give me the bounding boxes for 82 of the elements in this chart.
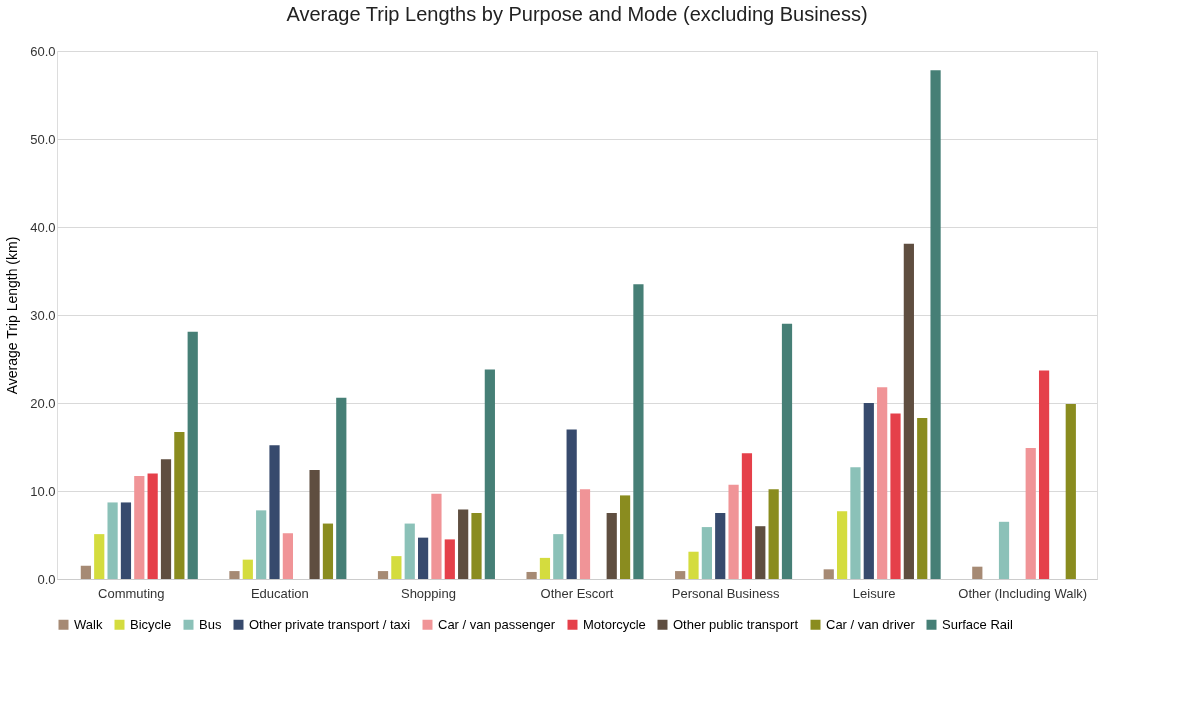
bar [322,523,334,579]
bar [80,565,91,579]
legend-label: Bicycle [130,616,172,632]
y-tick-label: 50.0 [30,131,56,147]
y-tick-label: 40.0 [30,219,56,235]
x-tick-label: Personal Business [671,585,780,601]
bar [269,445,280,579]
bar [309,469,320,579]
legend-label: Surface Rail [942,616,1013,632]
legend-label: Bus [199,616,222,632]
legend-label: Car / van driver [826,616,916,632]
bar [1038,370,1050,579]
y-tick-label: 30.0 [30,307,56,323]
bar [768,489,779,579]
bar [174,432,185,579]
bar [242,559,253,579]
y-tick-label: 10.0 [30,483,56,499]
bar [917,417,928,579]
bar [930,70,941,579]
x-tick-label: Commuting [98,585,165,601]
legend-label: Motorcycle [583,616,646,632]
bar [160,459,172,579]
bar [741,453,753,579]
bar [404,523,415,579]
bar [877,387,888,579]
legend-label: Walk [74,616,103,632]
bar [107,502,118,579]
bar [781,323,793,579]
bar [701,527,712,579]
bar [229,571,240,579]
bar [471,513,482,579]
bar [539,557,551,579]
x-tick-label: Education [250,585,309,601]
bar [134,476,145,579]
bar [526,571,537,579]
bar [1065,403,1076,579]
bar [256,510,267,579]
bar [675,571,686,579]
bar [484,369,495,579]
bar [377,571,389,579]
bar [688,551,699,579]
x-tick-label: Other (Including Walk) [958,585,1088,601]
bar [836,511,848,579]
legend-label: Other public transport [673,616,799,632]
x-tick-label: Shopping [400,585,456,601]
bar [147,473,158,579]
bar [391,556,402,579]
bar [120,502,132,579]
bar [579,489,591,579]
bar [94,534,105,579]
bar [850,467,861,579]
bar [282,533,293,579]
bar [1025,447,1036,579]
bar [606,513,617,579]
y-tick-label: 20.0 [30,395,56,411]
y-axis-title: Average Trip Length (km) [4,236,21,395]
bar [890,413,901,579]
y-tick-label: 60.0 [30,43,56,59]
legend-label: Other private transport / taxi [249,616,411,632]
bar [187,331,198,579]
bar [823,569,834,579]
bar [444,539,455,579]
bar [431,493,442,579]
bar [566,429,577,579]
bar [633,284,644,579]
bar [336,397,347,579]
y-tick-label: 0.0 [37,571,56,587]
bar [863,403,874,579]
bar [619,495,631,579]
bar [715,513,726,579]
bar [417,537,429,579]
bar [458,509,469,579]
x-tick-label: Other Escort [540,585,614,601]
bar [728,484,739,579]
bar [553,534,564,579]
bar [903,243,914,579]
bar [998,521,1010,579]
legend-label: Car / van passenger [438,616,556,632]
chart-title: Average Trip Lengths by Purpose and Mode (excluding Business) [286,3,868,25]
bar [972,566,983,579]
x-tick-label: Leisure [852,585,896,601]
bar [755,526,766,579]
